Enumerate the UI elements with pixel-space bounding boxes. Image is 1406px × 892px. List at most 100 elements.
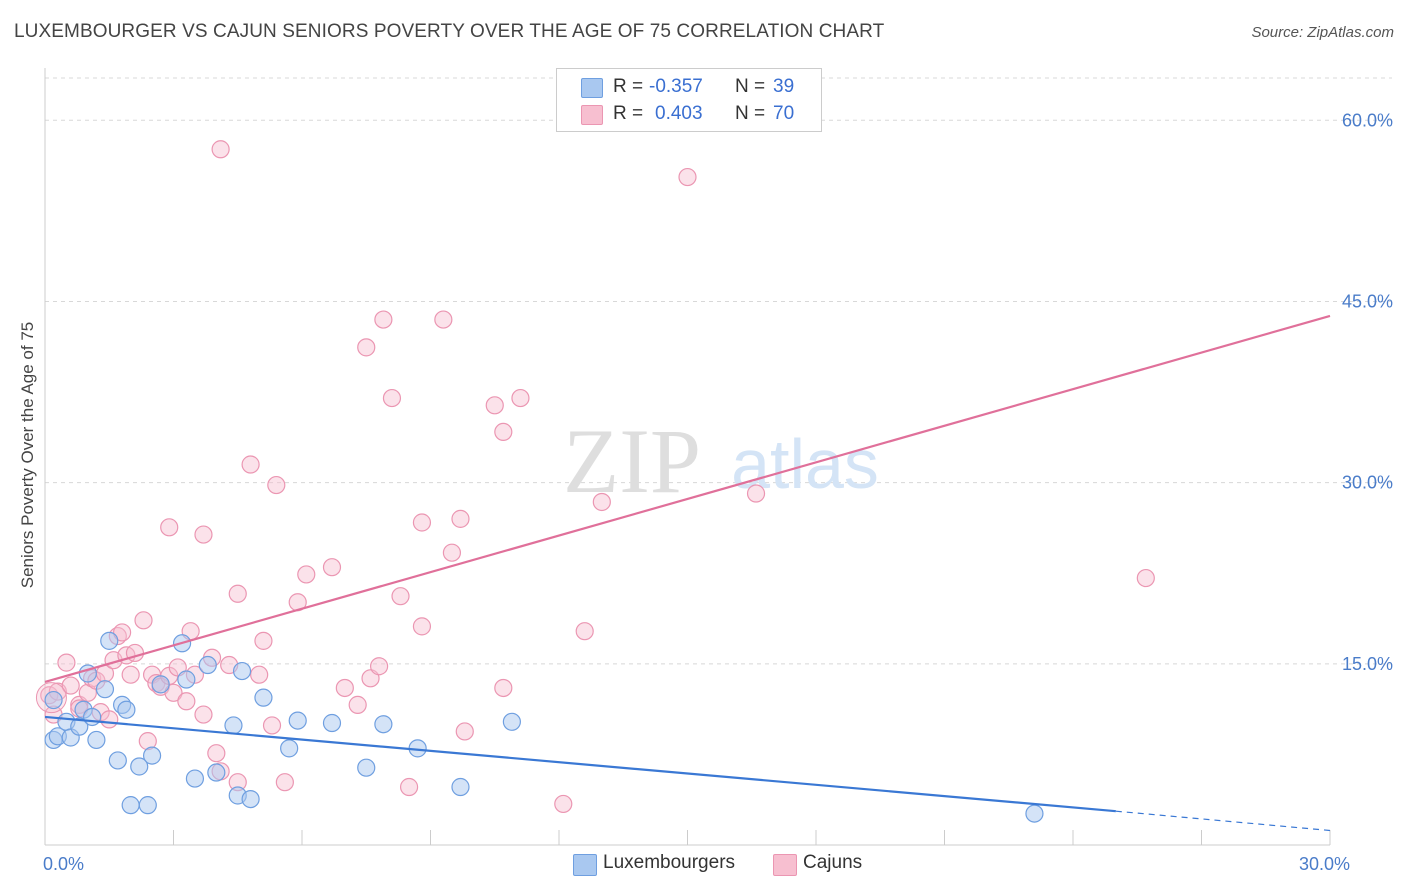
luxembourger-point <box>44 690 63 710</box>
cajun-point <box>511 388 530 408</box>
luxembourger-point <box>185 769 205 788</box>
cajun-trend-line <box>44 314 1331 683</box>
cajun-point <box>494 678 513 698</box>
cajun-point <box>262 716 282 735</box>
caj-n-value: 70 <box>773 103 795 124</box>
luxembourger-point <box>121 796 140 815</box>
luxembourger-point <box>151 675 170 694</box>
luxembourger-point <box>83 707 102 727</box>
cajun-point <box>250 665 269 684</box>
y-tick-label: 45.0% <box>1342 291 1393 311</box>
stats-row-luxembourgers: R = -0.357 N = 39 <box>581 74 811 100</box>
cajun-point <box>678 167 697 187</box>
cajun-point <box>348 695 367 714</box>
cajun-point <box>412 617 432 636</box>
luxembourger-point <box>502 712 521 731</box>
stats-legend: R = -0.357 N = 39 R = 0.403 N = 70 <box>556 68 822 132</box>
luxembourger-point <box>100 631 119 650</box>
trend-lines <box>44 314 1331 832</box>
luxembourger-point <box>70 717 89 736</box>
caj-swatch <box>581 105 603 125</box>
watermark-atlas: atlas <box>731 425 879 503</box>
cajun-point <box>228 584 247 603</box>
cajun-point <box>254 631 273 650</box>
cajun-point <box>297 565 316 584</box>
cajun-point <box>374 310 393 329</box>
luxembourger-point <box>142 746 162 765</box>
y-tick-label: 30.0% <box>1342 473 1393 493</box>
lux-swatch <box>581 78 603 98</box>
cajun-point <box>485 396 504 415</box>
lux-n-label: N = <box>735 76 766 97</box>
cajun-point <box>207 744 226 763</box>
luxembourger-point <box>108 751 127 770</box>
cajun-point <box>370 657 389 676</box>
cajun-point <box>322 558 342 577</box>
luxembourger-point <box>374 715 393 734</box>
x-tick-label: 0.0% <box>43 854 84 874</box>
luxembourger-point <box>95 680 115 699</box>
luxembourger-point <box>280 739 299 758</box>
cajun-point <box>382 388 402 408</box>
watermark-zip: ZIP <box>563 410 701 512</box>
legend-lux-label: Luxembourgers <box>603 852 736 873</box>
cajun-point <box>194 525 213 544</box>
luxembourger-point <box>198 655 217 675</box>
luxembourger-point <box>87 730 106 750</box>
source-credit: Source: ZipAtlas.com <box>1251 24 1394 41</box>
cajun-point <box>100 710 119 729</box>
legend-item-luxembourgers[interactable]: Luxembourgers <box>573 852 753 876</box>
luxembourger-point <box>117 700 136 719</box>
luxembourger-point <box>241 790 260 809</box>
cajun-point <box>112 623 132 642</box>
luxembourger-trend-extension <box>1115 810 1331 832</box>
cajun-point <box>451 509 470 528</box>
cajun-points <box>35 140 1155 814</box>
cajun-point <box>211 140 230 159</box>
luxembourger-point <box>232 661 252 681</box>
luxembourger-point <box>288 711 307 730</box>
cajun-point <box>391 587 410 606</box>
stats-row-cajuns: R = 0.403 N = 70 <box>581 101 811 127</box>
lux-n-value: 39 <box>773 76 795 97</box>
cajun-point <box>61 676 80 695</box>
luxembourger-trend-line <box>44 715 1116 813</box>
legend-caj-swatch <box>773 854 797 876</box>
caj-n-label: N = <box>735 103 766 124</box>
x-tick-label: 30.0% <box>1299 854 1350 874</box>
cajun-point <box>592 492 611 512</box>
cajun-point <box>575 622 594 641</box>
cajun-point <box>267 475 286 495</box>
caj-r-value: 0.403 <box>655 103 703 124</box>
luxembourger-point <box>130 757 149 776</box>
legend-lux-swatch <box>573 854 597 876</box>
cajun-point <box>177 692 196 711</box>
caj-r-label: R = <box>613 103 644 124</box>
tick-labels: 15.0% 30.0% 45.0% 60.0% 0.0% 30.0% <box>43 110 1393 874</box>
cajun-point <box>275 773 294 792</box>
legend-caj-label: Cajuns <box>803 852 863 873</box>
cajun-point <box>134 611 153 630</box>
legend-item-cajuns[interactable]: Cajuns <box>773 852 883 876</box>
lux-r-label: R = <box>613 76 644 97</box>
gridlines <box>45 77 1392 665</box>
cajun-point <box>160 518 179 537</box>
cajun-point <box>164 683 183 702</box>
cajun-point <box>241 455 260 474</box>
y-tick-label: 60.0% <box>1342 110 1393 130</box>
cajun-point <box>1136 568 1155 588</box>
luxembourger-points <box>44 631 1044 823</box>
luxembourger-point <box>322 713 342 733</box>
cajun-point <box>335 678 354 698</box>
cajun-point <box>57 653 76 672</box>
cajun-point <box>412 513 432 532</box>
luxembourger-point <box>357 758 376 777</box>
luxembourger-point <box>207 763 226 782</box>
luxembourger-point <box>224 716 243 735</box>
luxembourger-point <box>451 777 470 797</box>
watermark: ZIP atlas <box>563 410 879 512</box>
cajun-point <box>399 777 419 797</box>
cajun-point <box>455 722 474 741</box>
y-tick-label: 15.0% <box>1342 654 1393 674</box>
